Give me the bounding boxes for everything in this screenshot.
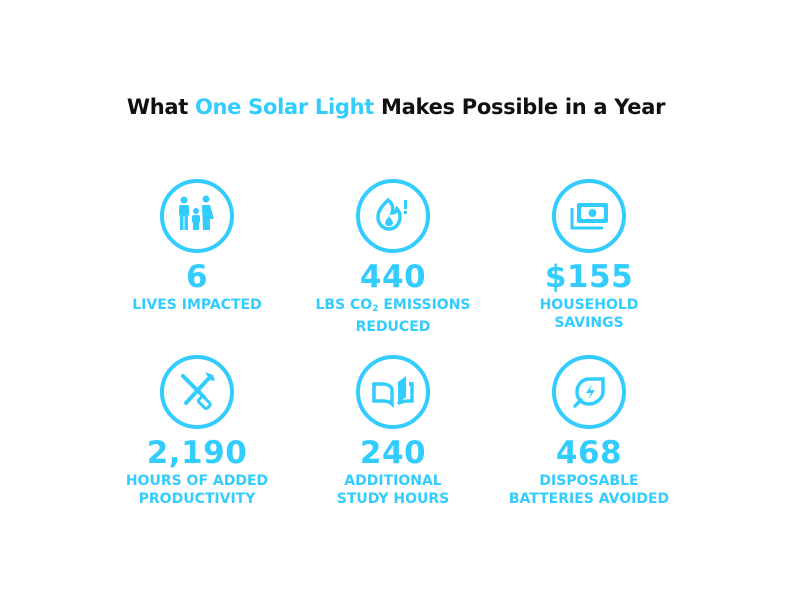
stat-productivity: 2,190 HOURS OF ADDED PRODUCTIVITY: [97, 354, 297, 508]
money-icon: [552, 179, 626, 253]
stat-label: DISPOSABLE BATTERIES AVOIDED: [508, 473, 670, 507]
title-highlight: One Solar Light: [194, 95, 375, 119]
stat-lives: 6 LIVES IMPACTED: [97, 178, 297, 314]
stat-value: 440: [359, 259, 427, 295]
stat-co2: 440 LBS CO2 EMISSIONS REDUCED: [293, 178, 493, 336]
stat-value: 468: [555, 435, 623, 471]
stat-label: LIVES IMPACTED: [132, 297, 262, 313]
stat-value: 6: [185, 259, 209, 295]
stat-label: LBS CO2 EMISSIONS REDUCED: [315, 297, 471, 335]
stat-value: 2,190: [146, 435, 248, 471]
title-suffix: Makes Possible in a Year: [374, 95, 666, 119]
book-icon: [356, 355, 430, 429]
family-icon: [160, 179, 234, 253]
stat-value: 240: [359, 435, 427, 471]
tools-icon: [160, 355, 234, 429]
flame-alert-icon: [356, 179, 430, 253]
stat-savings: $155 HOUSEHOLD SAVINGS: [489, 178, 689, 332]
page-title: What One Solar Light Makes Possible in a…: [0, 95, 792, 119]
title-prefix: What: [126, 95, 195, 119]
stat-value: $155: [544, 259, 634, 295]
stat-batteries: 468 DISPOSABLE BATTERIES AVOIDED: [489, 354, 689, 508]
stat-label: HOUSEHOLD SAVINGS: [539, 297, 639, 331]
stat-study: 240 ADDITIONAL STUDY HOURS: [293, 354, 493, 508]
leaf-bolt-icon: [552, 355, 626, 429]
stat-label: ADDITIONAL STUDY HOURS: [336, 473, 450, 507]
stat-label: HOURS OF ADDED PRODUCTIVITY: [125, 473, 269, 507]
